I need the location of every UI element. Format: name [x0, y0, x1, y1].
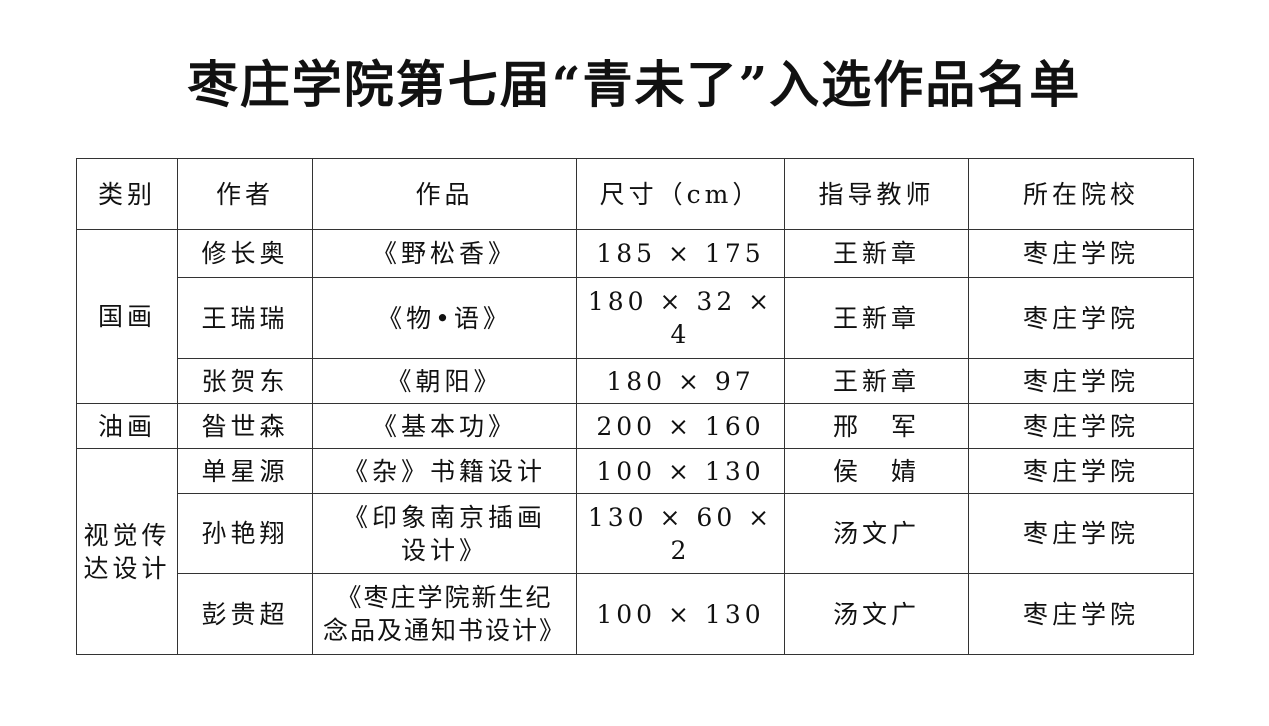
- table-row: 王瑞瑞 《物•语》 180 × 32 × 4 王新章 枣庄学院: [77, 277, 1194, 359]
- table-row: 张贺东 《朝阳》 180 × 97 王新章 枣庄学院: [77, 358, 1194, 404]
- work-cell: 《物•语》: [312, 277, 577, 359]
- author-cell: 彭贵超: [177, 573, 313, 655]
- work-cell: 《野松香》: [312, 229, 577, 278]
- category-cell: 国画: [76, 229, 178, 404]
- author-cell: 孙艳翔: [177, 493, 313, 574]
- size-cell: 100 × 130: [576, 448, 785, 494]
- school-cell: 枣庄学院: [968, 277, 1194, 359]
- teacher-cell: 侯 婧: [784, 448, 969, 494]
- teacher-cell: 王新章: [784, 358, 969, 404]
- table-row: 孙艳翔 《印象南京插画 设计》 130 × 60 × 2 汤文广 枣庄学院: [77, 493, 1194, 574]
- work-line: 设计》: [400, 535, 488, 565]
- teacher-cell: 汤文广: [784, 573, 969, 655]
- selection-table: 类别 作者 作品 尺寸（cm） 指导教师 所在院校 国画 修长奥 《野松香》 1…: [76, 158, 1194, 655]
- table-row: 视觉传 达设计 单星源 《杂》书籍设计 100 × 130 侯 婧 枣庄学院: [76, 448, 1194, 655]
- size-cell: 180 × 32 × 4: [576, 277, 785, 359]
- author-cell: 修长奥: [177, 229, 313, 278]
- size-cell: 200 × 160: [576, 403, 785, 449]
- header-cell: 所在院校: [968, 158, 1194, 230]
- category-line: 视觉传: [83, 520, 171, 550]
- header-cell: 指导教师: [784, 158, 969, 230]
- size-cell: 185 × 175: [576, 229, 785, 278]
- school-cell: 枣庄学院: [968, 573, 1194, 655]
- table-row: 国画 修长奥 《野松香》 185 × 175 王新章 枣庄学院: [76, 229, 1194, 404]
- work-cell: 《枣庄学院新生纪 念品及通知书设计》: [312, 573, 577, 655]
- school-cell: 枣庄学院: [968, 229, 1194, 278]
- teacher-cell: 汤文广: [784, 493, 969, 574]
- size-cell: 180 × 97: [576, 358, 785, 404]
- size-cell: 130 × 60 × 2: [576, 493, 785, 574]
- category-line: 达设计: [83, 553, 171, 583]
- page-title: 枣庄学院第七届“青未了”入选作品名单: [187, 55, 1082, 114]
- work-cell: 《印象南京插画 设计》: [312, 493, 577, 574]
- header-cell: 尺寸（cm）: [576, 158, 785, 230]
- school-cell: 枣庄学院: [968, 493, 1194, 574]
- author-cell: 王瑞瑞: [177, 277, 313, 359]
- header-cell: 作品: [312, 158, 577, 230]
- work-cell: 《朝阳》: [312, 358, 577, 404]
- teacher-cell: 王新章: [784, 277, 969, 359]
- author-cell: 张贺东: [177, 358, 313, 404]
- category-cell: 视觉传 达设计: [76, 448, 178, 655]
- work-cell: 《杂》书籍设计: [312, 448, 577, 494]
- work-cell: 《基本功》: [312, 403, 577, 449]
- school-cell: 枣庄学院: [968, 448, 1194, 494]
- author-cell: 单星源: [177, 448, 313, 494]
- teacher-cell: 王新章: [784, 229, 969, 278]
- header-cell: 类别: [76, 158, 178, 230]
- table-row: 油画 昝世森 《基本功》 200 × 160 邢 军 枣庄学院: [76, 403, 1194, 449]
- author-cell: 昝世森: [177, 403, 313, 449]
- table-row: 彭贵超 《枣庄学院新生纪 念品及通知书设计》 100 × 130 汤文广 枣庄学…: [77, 573, 1194, 655]
- school-cell: 枣庄学院: [968, 358, 1194, 404]
- category-cell: 油画: [76, 403, 178, 449]
- table-header-row: 类别 作者 作品 尺寸（cm） 指导教师 所在院校: [76, 158, 1194, 230]
- header-cell: 作者: [177, 158, 313, 230]
- work-line: 念品及通知书设计》: [322, 616, 566, 645]
- school-cell: 枣庄学院: [968, 403, 1194, 449]
- work-line: 《印象南京插画: [342, 502, 546, 532]
- teacher-cell: 邢 军: [784, 403, 969, 449]
- size-cell: 100 × 130: [576, 573, 785, 655]
- work-line: 《枣庄学院新生纪: [336, 583, 553, 612]
